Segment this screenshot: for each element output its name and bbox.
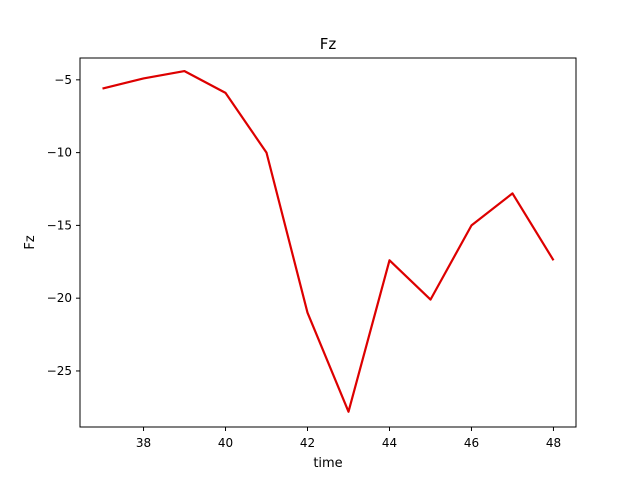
x-tick-label: 40 — [218, 436, 233, 450]
x-tick-label: 38 — [136, 436, 151, 450]
x-tick-label: 42 — [300, 436, 315, 450]
x-tick-label: 46 — [464, 436, 479, 450]
x-tick-label: 48 — [546, 436, 561, 450]
chart-title: Fz — [320, 35, 337, 53]
y-tick-label: −25 — [47, 364, 72, 378]
y-tick-label: −5 — [54, 73, 72, 87]
y-axis: −5 −10 −15 −20 −25 — [47, 73, 80, 378]
series-layer — [102, 69, 555, 413]
x-axis-label: time — [313, 456, 342, 471]
y-tick-label: −20 — [47, 291, 72, 305]
y-axis-label: Fz — [23, 235, 38, 249]
y-tick-label: −15 — [47, 218, 72, 232]
series-line — [102, 69, 555, 413]
x-tick-label: 44 — [382, 436, 397, 450]
x-axis: 38 40 42 44 46 48 — [136, 427, 561, 450]
y-tick-label: −10 — [47, 146, 72, 160]
plot-area-frame — [79, 57, 577, 428]
